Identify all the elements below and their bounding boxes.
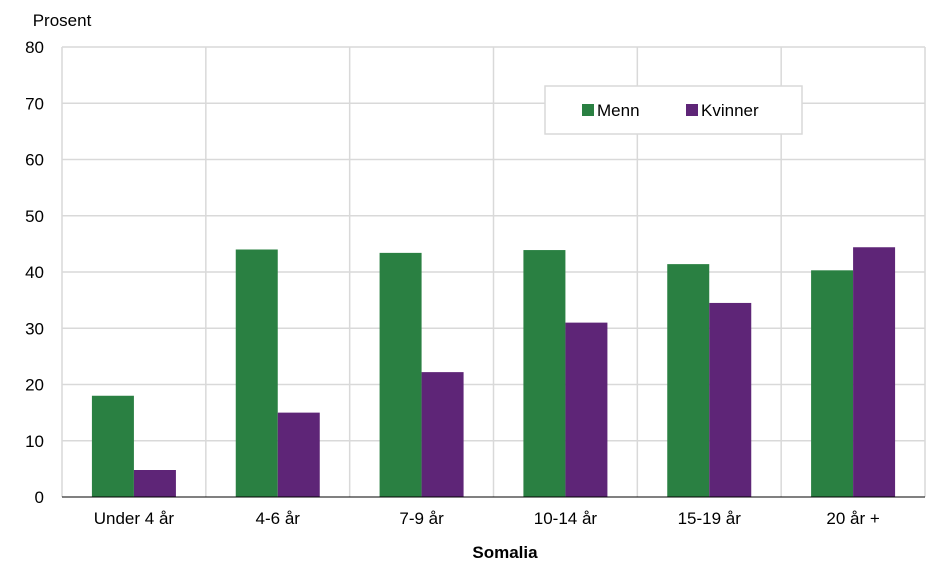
- x-tick-label: Under 4 år: [94, 509, 175, 528]
- x-tick-label: 10-14 år: [534, 509, 598, 528]
- y-tick-label: 30: [25, 319, 44, 338]
- y-tick-label: 10: [25, 432, 44, 451]
- bar-kvinner: [421, 372, 464, 497]
- bar-menn: [379, 252, 422, 497]
- bar-kvinner: [853, 247, 896, 497]
- y-axis-title: Prosent: [33, 11, 92, 30]
- y-tick-label: 80: [25, 38, 44, 57]
- bars: [91, 247, 896, 497]
- x-axis-ticks: Under 4 år 4-6 år 7-9 år 10-14 år 15-19 år 20…: [94, 509, 880, 528]
- x-axis-title: Somalia: [472, 543, 538, 562]
- bar-menn: [811, 270, 854, 497]
- y-axis-ticks: 0 10 20 30 40 50 60 70 80: [25, 38, 44, 507]
- legend-label: Kvinner: [701, 101, 759, 120]
- y-tick-label: 40: [25, 263, 44, 282]
- x-tick-label: 7-9 år: [399, 509, 444, 528]
- bar-menn: [667, 264, 710, 497]
- legend-label: Menn: [597, 101, 640, 120]
- bar-kvinner: [709, 302, 752, 497]
- legend-swatch-kvinner: [686, 104, 698, 116]
- bar-kvinner: [133, 470, 176, 497]
- y-tick-label: 60: [25, 151, 44, 170]
- y-tick-label: 70: [25, 94, 44, 113]
- x-tick-label: 4-6 år: [256, 509, 301, 528]
- bar-menn: [235, 249, 278, 497]
- x-tick-label: 20 år +: [826, 509, 879, 528]
- bar-kvinner: [565, 322, 608, 497]
- bar-menn: [91, 395, 134, 497]
- y-tick-label: 50: [25, 207, 44, 226]
- legend-swatch-menn: [582, 104, 594, 116]
- x-tick-label: 15-19 år: [678, 509, 742, 528]
- y-tick-label: 0: [35, 488, 44, 507]
- bar-menn: [523, 250, 566, 497]
- bar-kvinner: [277, 412, 320, 497]
- y-tick-label: 20: [25, 376, 44, 395]
- legend: Menn Kvinner: [544, 85, 803, 135]
